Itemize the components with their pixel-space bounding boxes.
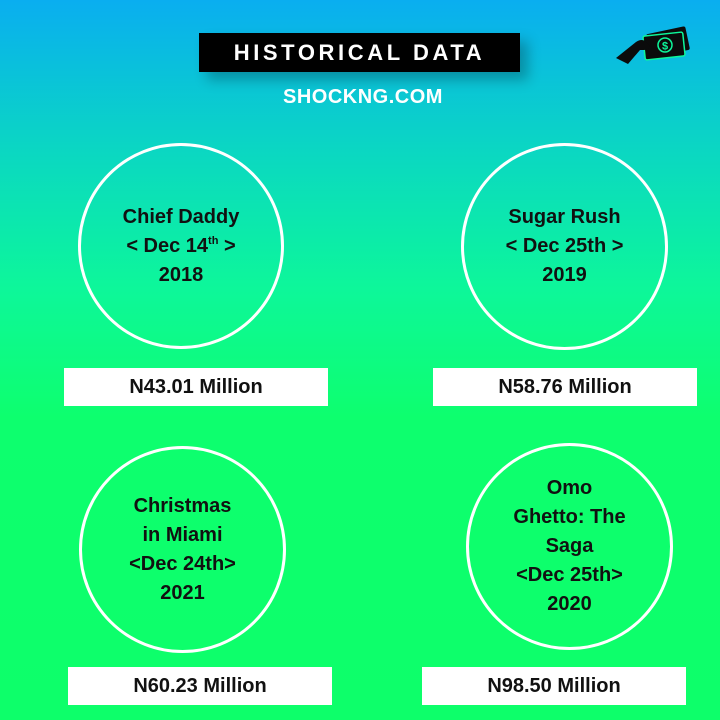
box-office-amount: N60.23 Million [68,667,332,705]
release-date: < Dec 14th > [126,234,236,257]
page-title: HISTORICAL DATA [233,39,486,65]
release-year: 2020 [547,593,592,615]
movie-circle-omo-ghetto: Omo Ghetto: The Saga <Dec 25th> 2020 [466,443,673,650]
release-date: <Dec 24th> [129,552,236,575]
release-year: 2019 [542,264,587,286]
box-office-amount: N58.76 Million [433,368,697,406]
movie-title-line: Omo [546,477,593,499]
release-year: 2018 [158,263,204,286]
movie-circle-christmas-in-miami: Christmas in Miami <Dec 24th> 2021 [79,446,286,653]
box-office-amount: N98.50 Million [422,667,686,705]
movie-circle-chief-daddy: Chief Daddy < Dec 14th > 2018 [78,143,284,349]
movie-circle-sugar-rush: Sugar Rush < Dec 25th > 2019 [461,143,668,350]
movie-title-line: in Miami [142,523,223,546]
svg-text:$: $ [662,41,668,53]
movie-title-line: Ghetto: The [513,506,626,528]
site-name: SHOCKNG.COM [283,86,443,108]
release-date: < Dec 25th > [505,235,624,257]
box-office-amount: N43.01 Million [64,368,328,406]
movie-title-line: Saga [545,535,594,557]
release-year: 2021 [160,581,205,604]
movie-title-line: Christmas [133,494,232,517]
movie-title: Chief Daddy [122,205,240,228]
money-hand-icon: $ [616,26,690,64]
movie-title: Sugar Rush [508,206,621,228]
release-date: <Dec 25th> [516,564,623,586]
page-title-box: HISTORICAL DATA [199,33,520,72]
